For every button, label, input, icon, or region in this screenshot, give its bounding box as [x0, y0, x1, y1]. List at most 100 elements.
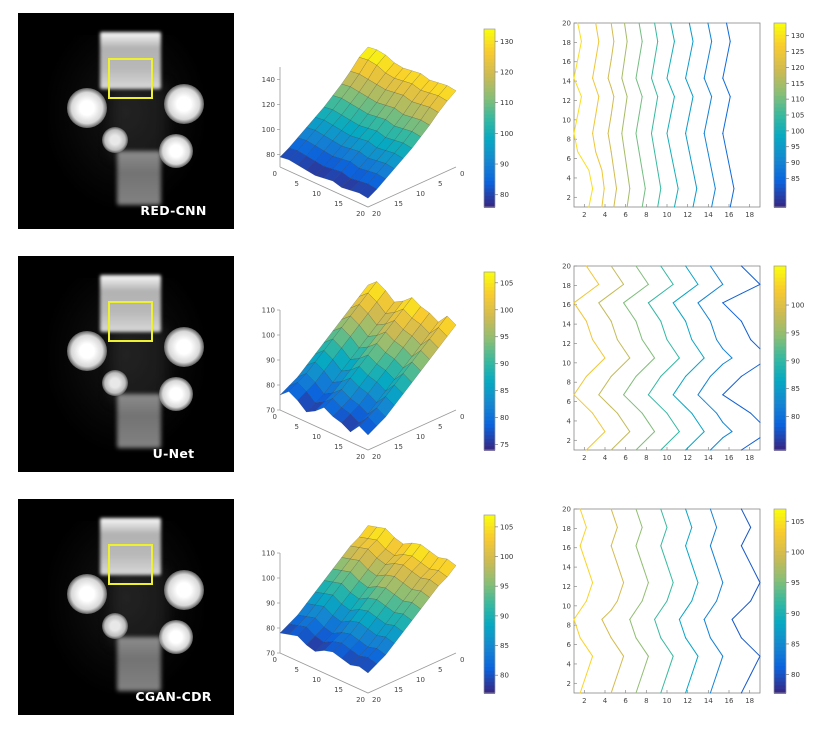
- svg-text:100: 100: [262, 332, 275, 340]
- svg-text:130: 130: [500, 38, 513, 46]
- svg-text:6: 6: [623, 211, 628, 219]
- svg-text:14: 14: [562, 78, 571, 86]
- svg-text:12: 12: [683, 454, 692, 462]
- contour-plot: 2 4 6 8 10 12 14 16 18 2 4 6 8 10 12 14 16 18 20 100 95 90 85 8…: [562, 263, 804, 463]
- svg-text:80: 80: [500, 191, 509, 199]
- svg-text:20: 20: [372, 210, 381, 218]
- svg-text:4: 4: [603, 697, 608, 705]
- svg-text:80: 80: [791, 671, 800, 679]
- svg-text:80: 80: [266, 151, 275, 159]
- phantom-image: RED-CNN: [18, 13, 234, 229]
- svg-text:85: 85: [791, 640, 800, 648]
- svg-text:5: 5: [438, 423, 442, 431]
- svg-text:8: 8: [567, 622, 571, 630]
- svg-text:10: 10: [416, 190, 425, 198]
- svg-text:20: 20: [562, 263, 571, 271]
- svg-text:20: 20: [372, 453, 381, 461]
- svg-text:4: 4: [603, 454, 608, 462]
- svg-text:90: 90: [791, 610, 800, 618]
- svg-text:5: 5: [295, 666, 299, 674]
- svg-text:10: 10: [562, 602, 571, 610]
- svg-text:14: 14: [562, 564, 571, 572]
- svg-text:6: 6: [567, 641, 572, 649]
- svg-text:120: 120: [262, 101, 275, 109]
- svg-text:16: 16: [562, 301, 571, 309]
- roi-rectangle: [107, 58, 153, 100]
- svg-text:120: 120: [500, 68, 513, 76]
- svg-text:18: 18: [562, 39, 571, 47]
- svg-text:8: 8: [567, 136, 571, 144]
- phantom-circle-bottom-right: [158, 620, 193, 655]
- svg-text:125: 125: [791, 48, 804, 56]
- svg-text:10: 10: [663, 697, 672, 705]
- svg-text:0: 0: [273, 170, 277, 178]
- svg-text:105: 105: [500, 279, 513, 287]
- phantom-square-insert: [100, 32, 161, 89]
- svg-text:5: 5: [438, 666, 442, 674]
- svg-text:10: 10: [416, 676, 425, 684]
- phantom-circle-top-right: [164, 569, 205, 610]
- svg-text:14: 14: [704, 211, 713, 219]
- svg-text:16: 16: [725, 211, 734, 219]
- phantom-square-insert: [100, 275, 161, 332]
- svg-text:15: 15: [394, 443, 403, 451]
- phantom-circle-top-right: [164, 83, 205, 124]
- phantom-circle-top-right: [164, 326, 205, 367]
- svg-text:70: 70: [266, 650, 275, 658]
- svg-text:10: 10: [663, 454, 672, 462]
- svg-text:12: 12: [562, 97, 571, 105]
- svg-text:85: 85: [500, 387, 509, 395]
- method-label: CGAN-CDR: [135, 689, 212, 704]
- svg-text:0: 0: [273, 413, 277, 421]
- phantom-rect-insert: [117, 151, 161, 206]
- svg-text:8: 8: [644, 211, 648, 219]
- svg-text:18: 18: [562, 282, 571, 290]
- figure-row-u-net: U-Net 0 5 10 15 20 0 5 10 15 20 70 80 90 100 110 105 100…: [0, 243, 834, 486]
- method-label: U-Net: [152, 446, 195, 461]
- svg-text:10: 10: [312, 676, 321, 684]
- svg-text:8: 8: [567, 379, 571, 387]
- svg-text:80: 80: [791, 413, 800, 421]
- svg-text:100: 100: [500, 130, 513, 138]
- phantom-rect-insert: [117, 394, 161, 449]
- method-label: RED-CNN: [140, 203, 207, 218]
- svg-text:6: 6: [567, 155, 572, 163]
- svg-text:2: 2: [582, 211, 586, 219]
- phantom-rect-insert: [117, 637, 161, 692]
- figure-row-cgan-cdr: CGAN-CDR 0 5 10 15 20 0 5 10 15 20 70 80 90 100 110 105…: [0, 486, 834, 729]
- svg-text:100: 100: [500, 553, 513, 561]
- svg-text:18: 18: [745, 697, 754, 705]
- svg-text:90: 90: [791, 159, 800, 167]
- svg-text:100: 100: [262, 575, 275, 583]
- roi-rectangle: [107, 301, 153, 343]
- svg-text:10: 10: [562, 359, 571, 367]
- svg-text:90: 90: [500, 161, 509, 169]
- svg-text:105: 105: [500, 523, 513, 531]
- svg-text:80: 80: [500, 414, 509, 422]
- svg-text:20: 20: [372, 696, 381, 704]
- svg-text:18: 18: [745, 454, 754, 462]
- svg-text:15: 15: [334, 686, 343, 694]
- svg-text:18: 18: [745, 211, 754, 219]
- svg-text:4: 4: [567, 417, 572, 425]
- svg-text:100: 100: [791, 548, 804, 556]
- phantom-circle-bottom-left: [102, 370, 129, 397]
- phantom-circle-bottom-left: [102, 613, 129, 640]
- svg-text:100: 100: [500, 306, 513, 314]
- svg-text:18: 18: [562, 525, 571, 533]
- svg-text:95: 95: [500, 333, 509, 341]
- svg-text:14: 14: [704, 454, 713, 462]
- svg-text:20: 20: [356, 453, 365, 461]
- svg-text:140: 140: [262, 76, 275, 84]
- svg-text:20: 20: [356, 696, 365, 704]
- svg-text:120: 120: [791, 64, 804, 72]
- roi-rectangle: [107, 544, 153, 586]
- svg-text:105: 105: [791, 518, 804, 526]
- phantom-image: CGAN-CDR: [18, 499, 234, 715]
- svg-text:4: 4: [603, 211, 608, 219]
- phantom-circle-bottom-left: [102, 127, 129, 154]
- svg-text:95: 95: [791, 579, 800, 587]
- surface-plot: 0 5 10 15 20 0 5 10 15 20 80 100 120 140 130 120 110 100 9…: [262, 28, 513, 218]
- svg-text:110: 110: [500, 99, 513, 107]
